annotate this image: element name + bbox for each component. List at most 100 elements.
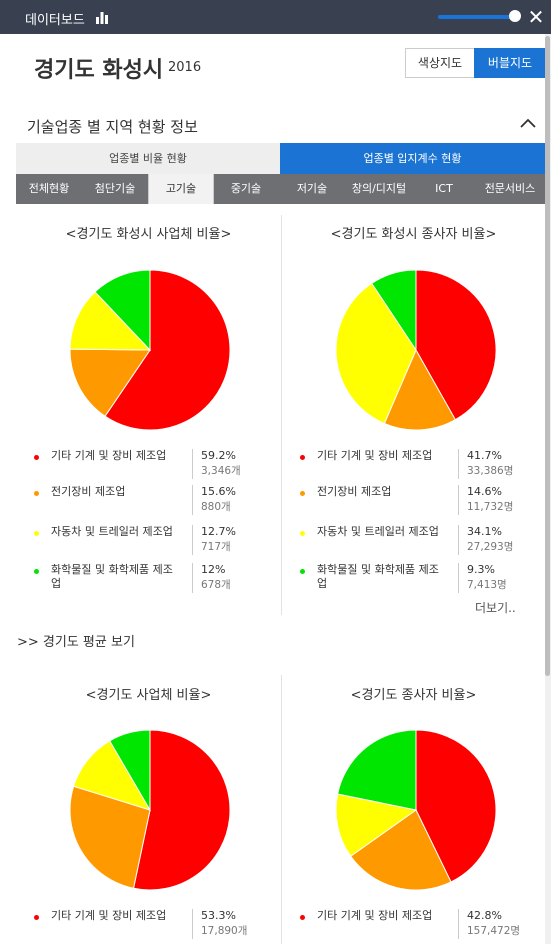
legend-dot-icon — [300, 531, 305, 536]
pie-chart — [69, 729, 231, 891]
pie-slice-3 — [371, 269, 417, 352]
legend-count: 27,293명 — [467, 541, 514, 553]
legend-item: 기타 기계 및 장비 제조업 53.3% 17,890개 — [34, 909, 264, 941]
pie-slice-1 — [69, 785, 151, 889]
legend-count: 880개 — [201, 501, 231, 513]
subtab-low-tech[interactable]: 저기술 — [296, 182, 328, 195]
legend-separator — [458, 563, 459, 593]
legend-label: 자동차 및 트레일러 제조업 — [51, 525, 173, 538]
legend-separator — [458, 525, 459, 555]
pie-slice-3 — [94, 269, 151, 352]
legend-separator — [458, 909, 459, 939]
pie-slice-0 — [104, 269, 231, 431]
page-title: 경기도 화성시 — [34, 58, 164, 83]
legend-item: 기타 기계 및 장비 제조업 42.8% 157,472명 — [300, 909, 530, 941]
pie-chart — [69, 269, 231, 431]
app-title: 데이터보드 — [25, 13, 85, 28]
legend-dot-icon — [300, 915, 305, 920]
legend-count: 678개 — [201, 579, 231, 591]
legend-percent: 12.7% — [201, 525, 236, 538]
legend-percent: 59.2% — [201, 449, 236, 462]
pie-slice-2 — [335, 793, 418, 857]
legend-count: 11,732명 — [467, 501, 514, 513]
legend-percent: 12% — [201, 563, 226, 576]
legend-percent: 9.3% — [467, 563, 495, 576]
subtab-all[interactable]: 전체현황 — [28, 182, 70, 195]
pie-slice-3 — [109, 729, 151, 812]
tab-ratio-status[interactable]: 업종별 비율 현황 — [16, 143, 280, 174]
pie-slice-1 — [349, 809, 452, 891]
section-title: 기술업종 별 지역 현황 정보 — [27, 118, 198, 136]
legend-separator — [192, 449, 193, 479]
close-icon[interactable]: ✕ — [527, 5, 545, 29]
bar-chart-icon — [96, 12, 108, 24]
subtab-professional-services[interactable]: 전문서비스 — [484, 182, 536, 195]
legend-dot-icon — [34, 491, 39, 496]
legend-separator — [192, 909, 193, 939]
legend-count: 33,386명 — [467, 465, 514, 477]
legend-percent: 41.7% — [467, 449, 502, 462]
panel-divider — [281, 215, 282, 615]
legend-separator — [458, 449, 459, 479]
legend-label: 기타 기계 및 장비 제조업 — [51, 449, 167, 462]
legend-label: 전기장비 제조업 — [51, 485, 126, 498]
legend-percent: 53.3% — [201, 909, 236, 922]
subtab-mid-tech[interactable]: 중기술 — [230, 182, 262, 195]
legend-item: 자동차 및 트레일러 제조업 34.1% 27,293명 — [300, 525, 530, 557]
tab-location-quotient[interactable]: 업종별 입지계수 현황 — [280, 143, 545, 174]
subtab-advanced[interactable]: 첨단기술 — [94, 182, 136, 195]
year-label: 2016 — [168, 60, 202, 75]
subtab-high-tech[interactable]: 고기술 — [148, 174, 214, 204]
legend-label: 화학물질 및 화학제품 제조업 — [317, 563, 439, 590]
legend-label: 기타 기계 및 장비 제조업 — [317, 909, 433, 922]
panel-divider — [281, 675, 282, 944]
pie-slice-2 — [335, 282, 417, 425]
legend-count: 717개 — [201, 541, 231, 553]
chevron-up-icon[interactable] — [516, 112, 540, 136]
chart-legend: 기타 기계 및 장비 제조업 41.7% 33,386명 전기장비 제조업 14.6% 1… — [300, 449, 540, 599]
legend-separator — [192, 485, 193, 515]
legend-item: 화학물질 및 화학제품 제조업 9.3% 7,413명 — [300, 563, 530, 595]
legend-percent: 15.6% — [201, 485, 236, 498]
bubble-map-button[interactable]: 버블지도 — [474, 48, 546, 78]
legend-item: 자동차 및 트레일러 제조업 12.7% 717개 — [34, 525, 264, 557]
legend-label: 자동차 및 트레일러 제조업 — [317, 525, 439, 538]
pie-slice-0 — [415, 729, 497, 883]
legend-item: 전기장비 제조업 14.6% 11,732명 — [300, 485, 530, 517]
pie-slice-1 — [383, 348, 456, 431]
pie-slice-1 — [69, 348, 151, 417]
province-average-toggle[interactable]: >> 경기도 평균 보기 — [17, 635, 135, 650]
pie-chart — [335, 269, 497, 431]
legend-label: 기타 기계 및 장비 제조업 — [51, 909, 167, 922]
legend-dot-icon — [300, 455, 305, 460]
more-link[interactable]: 더보기.. — [475, 601, 516, 615]
legend-count: 157,472명 — [467, 925, 521, 937]
legend-percent: 34.1% — [467, 525, 502, 538]
chart-title: <경기도 화성시 종사자 비율> — [330, 227, 497, 242]
legend-separator — [458, 485, 459, 515]
legend-dot-icon — [300, 491, 305, 496]
pie-slice-0 — [415, 269, 497, 421]
legend-count: 17,890개 — [201, 925, 248, 937]
legend-item: 전기장비 제조업 15.6% 880개 — [34, 485, 264, 517]
legend-dot-icon — [34, 569, 39, 574]
chart-title: <경기도 사업체 비율> — [85, 688, 212, 703]
pie-chart — [335, 729, 497, 891]
tab-bar: 업종별 비율 현황 업종별 입지계수 현황 — [16, 143, 545, 174]
chart-title: <경기도 화성시 사업체 비율> — [65, 227, 232, 242]
color-map-button[interactable]: 색상지도 — [405, 48, 475, 78]
scrollbar-thumb[interactable] — [545, 36, 550, 676]
pie-slice-3 — [337, 729, 417, 811]
zoom-slider[interactable] — [438, 15, 516, 19]
pie-slice-2 — [69, 291, 152, 351]
legend-count: 3,346개 — [201, 465, 241, 477]
legend-item: 화학물질 및 화학제품 제조업 12% 678개 — [34, 563, 264, 595]
subtab-creative-digital[interactable]: 창의/디지털 — [351, 182, 407, 195]
zoom-slider-thumb[interactable] — [509, 10, 521, 22]
legend-dot-icon — [34, 455, 39, 460]
chart-title: <경기도 종사자 비율> — [350, 688, 477, 703]
subtab-ict[interactable]: ICT — [435, 182, 453, 195]
